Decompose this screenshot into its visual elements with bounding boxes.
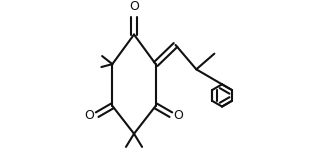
Text: O: O — [129, 0, 139, 13]
Text: O: O — [174, 109, 183, 122]
Text: O: O — [85, 109, 95, 122]
